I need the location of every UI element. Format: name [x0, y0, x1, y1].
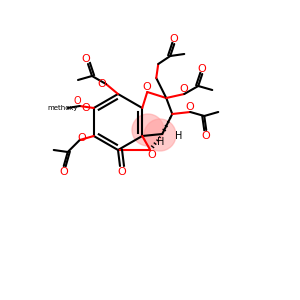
Text: O: O [170, 34, 178, 44]
Text: O: O [74, 96, 82, 106]
Text: O: O [59, 167, 68, 177]
Text: O: O [118, 167, 126, 177]
Text: H: H [175, 131, 182, 141]
Text: methoxy: methoxy [47, 105, 78, 111]
Text: O: O [81, 103, 90, 113]
Text: O: O [143, 82, 152, 92]
Circle shape [132, 114, 164, 146]
Text: O: O [202, 131, 211, 141]
Text: O: O [186, 102, 195, 112]
Text: O: O [82, 54, 90, 64]
Text: O: O [98, 79, 106, 89]
Text: O: O [77, 133, 86, 143]
Text: O: O [148, 150, 157, 160]
Text: O: O [180, 84, 189, 94]
Text: O: O [198, 64, 207, 74]
Circle shape [144, 119, 176, 151]
Text: H: H [157, 137, 164, 147]
